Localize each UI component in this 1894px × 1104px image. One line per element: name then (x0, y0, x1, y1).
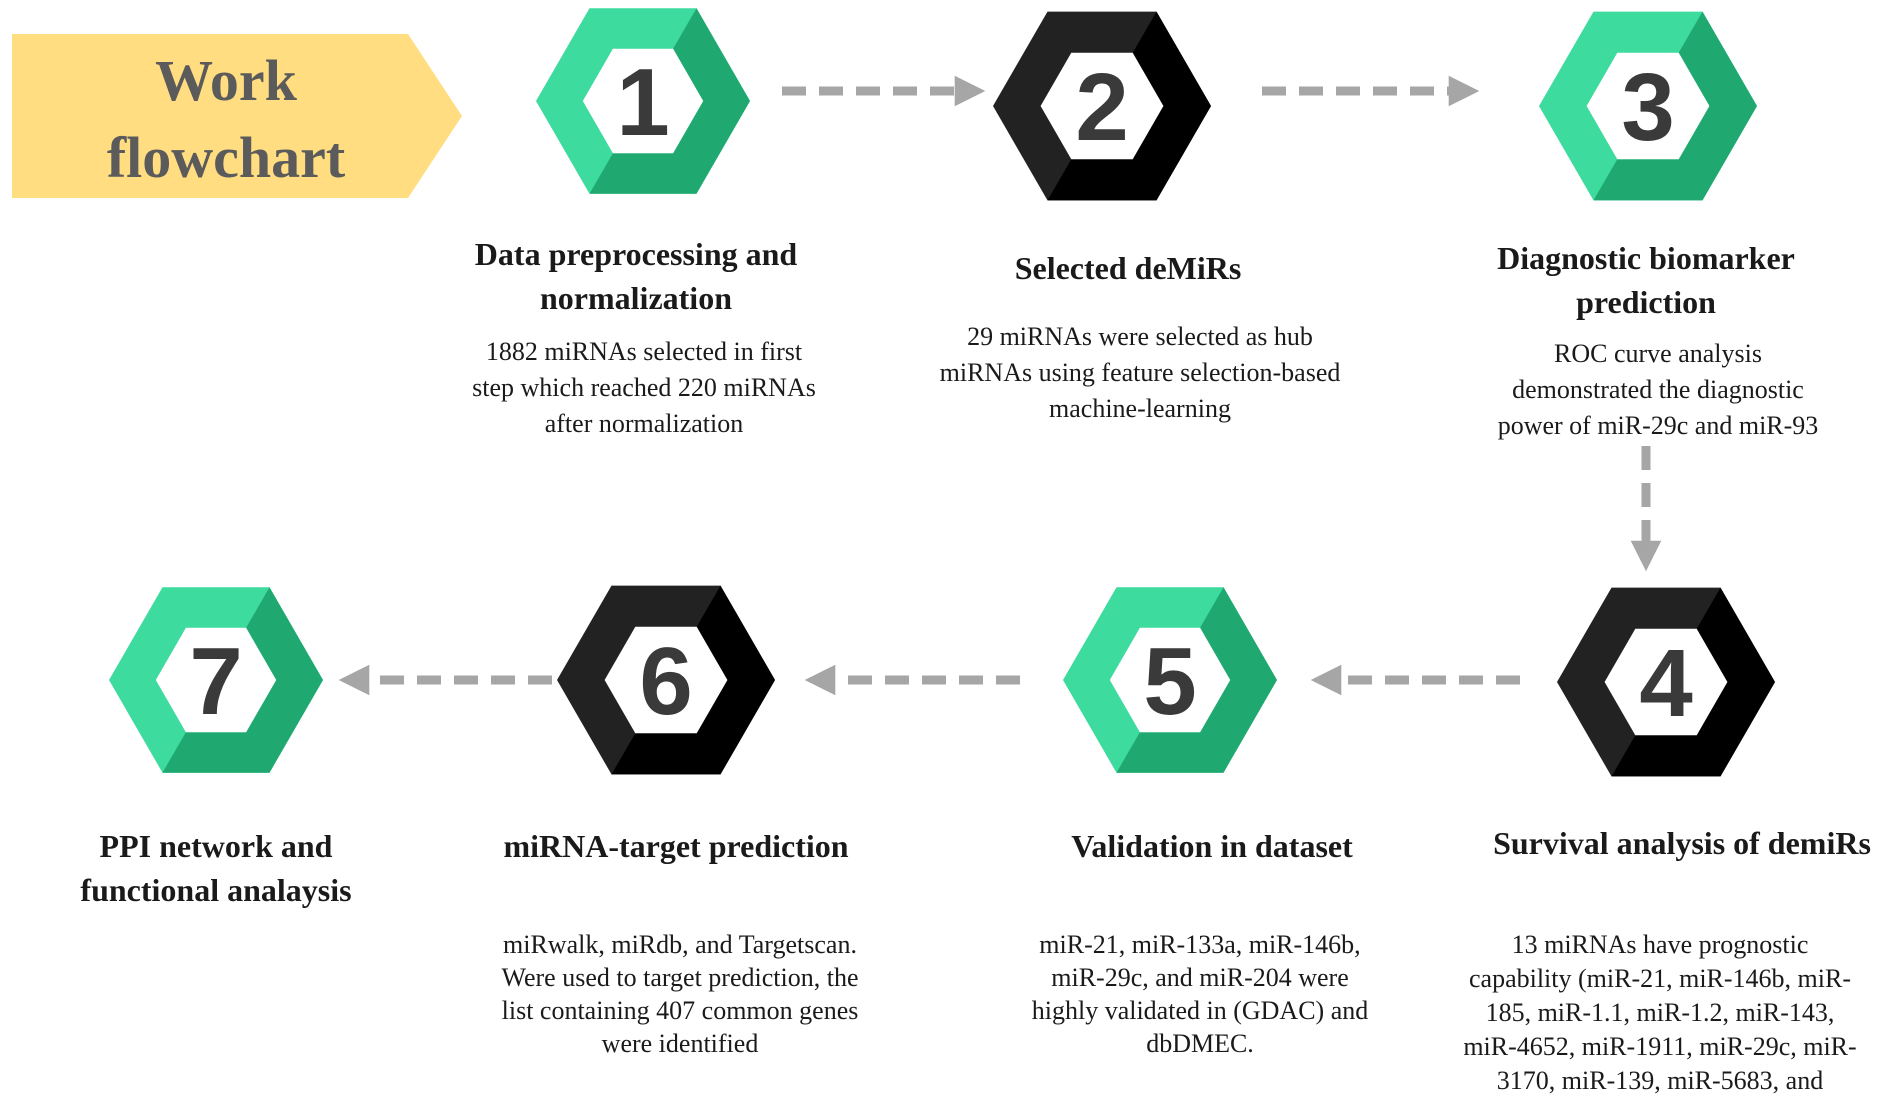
step-6-desc-line-3: list containing 407 common genes (502, 996, 859, 1025)
step-4-desc-line-5: 3170, miR-139, miR-5683, and (1497, 1066, 1823, 1095)
step-3-desc-line-1: ROC curve analysis (1554, 339, 1762, 368)
step-1-hexagon: 1 (536, 8, 750, 194)
step-2-number: 2 (1075, 54, 1128, 161)
step-3: 3 Diagnostic biomarker prediction ROC cu… (1497, 11, 1819, 440)
step-5-hexagon: 5 (1063, 587, 1277, 773)
step-4-hexagon: 4 (1557, 587, 1775, 777)
step-3-desc-line-3: power of miR-29c and miR-93 (1498, 411, 1819, 440)
step-1-title-line-2: normalization (540, 280, 732, 316)
step-5-title-line-1: Validation in dataset (1071, 828, 1353, 864)
step-6: 6 miRNA-target prediction miRwalk, miRdb… (502, 585, 859, 1058)
step-1: 1 Data preprocessing and normalization 1… (472, 8, 816, 438)
step-4: 4 Survival analysis of demiRs 13 miRNAs … (1463, 587, 1871, 1095)
step-5-number: 5 (1143, 628, 1196, 735)
step-3-hexagon: 3 (1539, 11, 1757, 201)
step-4-number: 4 (1639, 630, 1692, 737)
step-5: 5 Validation in dataset miR-21, miR-133a… (1032, 587, 1369, 1058)
step-5-desc-line-3: highly validated in (GDAC) and (1032, 996, 1369, 1025)
step-6-hexagon: 6 (557, 585, 775, 775)
step-2: 2 Selected deMiRs 29 miRNAs were selecte… (940, 11, 1341, 423)
step-4-desc-line-4: miR-4652, miR-1911, miR-29c, miR- (1463, 1032, 1856, 1061)
step-4-desc-line-2: capability (miR-21, miR-146b, miR- (1469, 964, 1851, 993)
step-1-desc-line-2: step which reached 220 miRNAs (472, 373, 816, 402)
step-4-title-line-1: Survival analysis of demiRs (1493, 825, 1871, 861)
step-1-title-line-1: Data preprocessing and (475, 236, 798, 272)
banner-line-1: Work (155, 48, 298, 113)
step-3-title-line-1: Diagnostic biomarker (1497, 240, 1795, 276)
step-7: 7 PPI network and functional analaysis (80, 587, 352, 908)
step-2-desc-line-1: 29 miRNAs were selected as hub (967, 322, 1313, 351)
step-3-title-line-2: prediction (1576, 284, 1716, 320)
step-6-desc-line-2: Were used to target prediction, the (502, 963, 859, 992)
work-flowchart-banner: Work flowchart (12, 34, 462, 198)
step-7-number: 7 (189, 628, 242, 735)
step-1-desc-line-3: after normalization (545, 409, 744, 438)
step-1-number: 1 (616, 49, 669, 156)
step-5-desc-line-4: dbDMEC. (1146, 1029, 1254, 1058)
connectors (338, 75, 1662, 696)
step-7-hexagon: 7 (109, 587, 323, 773)
banner-line-2: flowchart (107, 125, 346, 190)
step-3-number: 3 (1621, 54, 1674, 161)
step-5-desc-line-1: miR-21, miR-133a, miR-146b, (1039, 930, 1360, 959)
step-2-title-line-1: Selected deMiRs (1015, 250, 1242, 286)
step-3-desc-line-2: demonstrated the diagnostic (1512, 375, 1804, 404)
step-2-desc-line-2: miRNAs using feature selection-based (940, 358, 1341, 387)
banner-shape (12, 34, 462, 198)
step-2-desc-line-3: machine-learning (1049, 394, 1231, 423)
step-4-desc-line-1: 13 miRNAs have prognostic (1512, 930, 1809, 959)
step-5-desc-line-2: miR-29c, and miR-204 were (1051, 963, 1349, 992)
step-7-title-line-1: PPI network and (100, 828, 333, 864)
step-6-desc-line-1: miRwalk, miRdb, and Targetscan. (503, 930, 857, 959)
step-1-desc-line-1: 1882 miRNAs selected in first (486, 337, 803, 366)
step-4-desc-line-3: 185, miR-1.1, miR-1.2, miR-143, (1486, 998, 1835, 1027)
step-6-title-line-1: miRNA-target prediction (503, 828, 848, 864)
step-2-hexagon: 2 (993, 11, 1211, 201)
step-7-title-line-2: functional analaysis (80, 872, 351, 908)
step-6-number: 6 (639, 628, 692, 735)
step-6-desc-line-4: were identified (602, 1029, 759, 1058)
